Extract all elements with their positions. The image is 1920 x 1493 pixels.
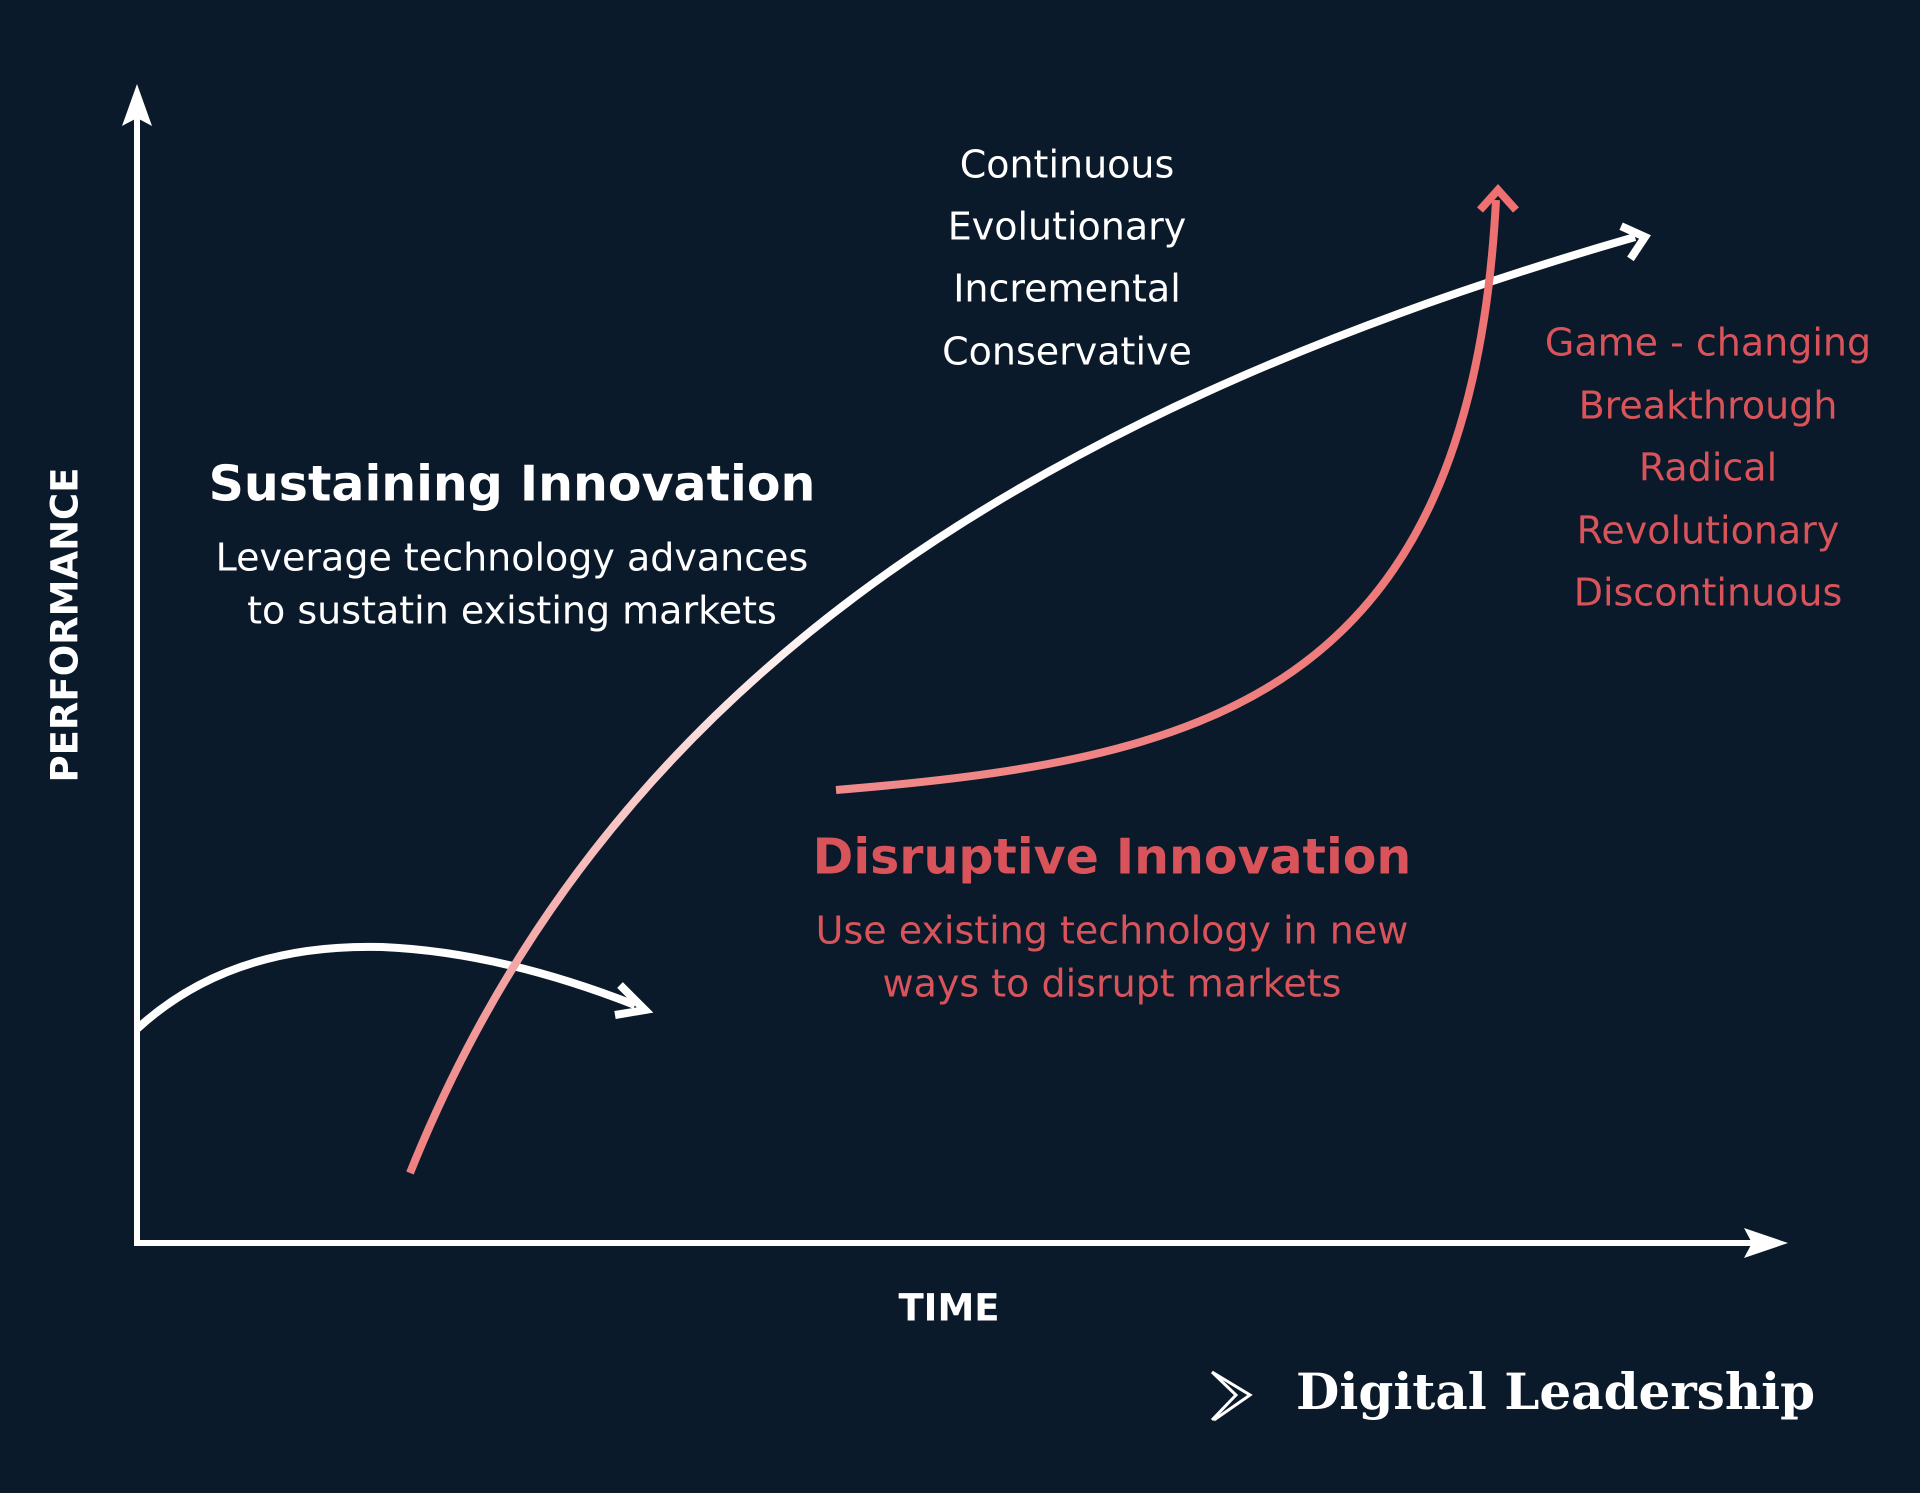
quality: Evolutionary bbox=[948, 205, 1187, 249]
disruptive-curve bbox=[835, 199, 1500, 794]
sustaining-arrow bbox=[1619, 222, 1651, 262]
disruptive-arrow bbox=[1477, 184, 1519, 213]
y-axis-arrow bbox=[122, 84, 152, 126]
quality: Game - changing bbox=[1545, 321, 1871, 365]
x-axis-arrow bbox=[1744, 1228, 1788, 1258]
quality: Continuous bbox=[960, 143, 1175, 187]
quality: Conservative bbox=[942, 330, 1192, 374]
quality: Revolutionary bbox=[1577, 509, 1840, 553]
brand-logo bbox=[1210, 1370, 1253, 1422]
disruptive-title: Disruptive Innovation bbox=[813, 829, 1412, 886]
old-curve bbox=[134, 942, 637, 1032]
sustaining-description: Leverage technology advances bbox=[216, 536, 809, 580]
quality: Radical bbox=[1639, 446, 1777, 490]
sustaining-curve bbox=[406, 233, 1637, 1175]
disruptive-description: ways to disrupt markets bbox=[883, 962, 1342, 1006]
y-axis-label: PERFORMANCE bbox=[44, 468, 87, 783]
sustaining-description: to sustatin existing markets bbox=[247, 589, 777, 633]
quality: Discontinuous bbox=[1574, 571, 1843, 615]
brand-name: Digital Leadership bbox=[1296, 1362, 1815, 1421]
quality: Breakthrough bbox=[1579, 384, 1838, 428]
sustaining-title: Sustaining Innovation bbox=[209, 456, 816, 513]
disruptive-description: Use existing technology in new bbox=[816, 909, 1409, 953]
quality: Incremental bbox=[953, 267, 1181, 311]
old-curve-arrow bbox=[614, 982, 654, 1019]
x-axis-label: TIME bbox=[898, 1287, 999, 1330]
